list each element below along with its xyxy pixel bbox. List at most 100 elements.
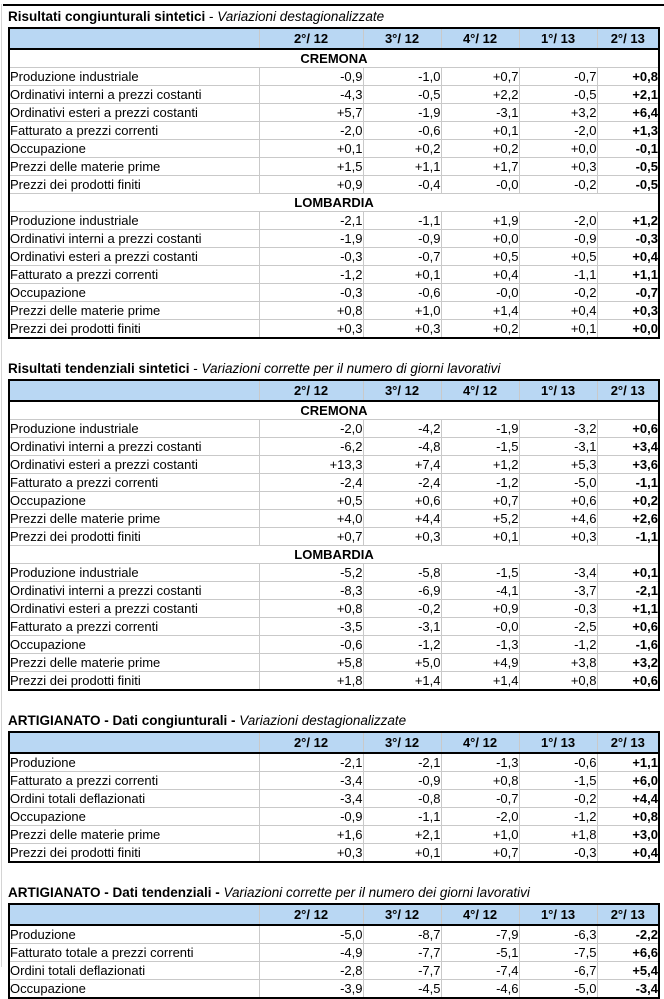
metric-value-cell: -3,5 — [258, 617, 364, 636]
metric-value-cell: +0,5 — [258, 491, 364, 510]
metric-value-cell: -0,0 — [440, 175, 520, 194]
metric-value-cell: -3,1 — [440, 103, 520, 122]
table-row: Produzione industriale -5,2 -5,8 -1,5 -3,4 +0… — [8, 563, 660, 582]
metric-value-cell: +5,2 — [440, 509, 520, 528]
metric-label-cell: Prezzi delle materie prime — [8, 825, 260, 844]
table-title-subtitle: Variazioni corrette per il numero dei gi… — [223, 885, 530, 900]
metric-value-cell: +0,3 — [596, 301, 660, 320]
metric-label-cell: Prezzi dei prodotti finiti — [8, 671, 260, 691]
metric-label-cell: Prezzi dei prodotti finiti — [8, 175, 260, 194]
metric-value-cell: +2,1 — [362, 825, 442, 844]
metric-value-cell: +0,6 — [596, 419, 660, 438]
metric-value-cell: -1,1 — [518, 265, 598, 284]
section-row: CREMONA — [8, 48, 660, 68]
metric-label-cell: Prezzi dei prodotti finiti — [8, 843, 260, 863]
metric-value-cell: -1,9 — [440, 419, 520, 438]
metric-value-cell: +4,4 — [362, 509, 442, 528]
metric-value-cell: +2,1 — [596, 85, 660, 104]
metric-value-cell: +0,1 — [518, 319, 598, 339]
table-row: Prezzi delle materie prime +5,8 +5,0 +4,9 +3… — [8, 653, 660, 672]
table-row: Produzione industriale -0,9 -1,0 +0,7 -0,7 +0… — [8, 67, 660, 86]
metric-value-cell: -2,5 — [518, 617, 598, 636]
row-label-header-cell — [8, 903, 260, 926]
data-table: 2°/ 12 3°/ 12 4°/ 12 1°/ 13 2°/ 13 CREMONA Pro… — [8, 379, 660, 691]
table-row: Occupazione -0,9 -1,1 -2,0 -1,2 +0,8 — [8, 807, 660, 826]
metric-value-cell: -1,2 — [518, 635, 598, 654]
table-block-3: ARTIGIANATO - Dati congiunturali - Varia… — [8, 713, 664, 863]
metric-value-cell: -0,7 — [362, 247, 442, 266]
metric-label-cell: Ordini totali deflazionati — [8, 961, 260, 980]
tables-container: Risultati congiunturali sintetici - Vari… — [8, 9, 664, 999]
metric-value-cell: +0,9 — [258, 175, 364, 194]
metric-value-cell: -6,7 — [518, 961, 598, 980]
metric-label-cell: Fatturato a prezzi correnti — [8, 617, 260, 636]
metric-value-cell: -1,1 — [362, 807, 442, 826]
metric-value-cell: +0,1 — [440, 527, 520, 546]
metric-value-cell: -6,9 — [362, 581, 442, 600]
metric-value-cell: +0,7 — [440, 67, 520, 86]
table-row: Ordinativi esteri a prezzi costanti +0,8-… — [8, 599, 660, 618]
metric-value-cell: +4,0 — [258, 509, 364, 528]
metric-label-cell: Fatturato a prezzi correnti — [8, 121, 260, 140]
metric-value-cell: +1,1 — [596, 265, 660, 284]
section-header-cell: CREMONA — [8, 48, 660, 68]
metric-value-cell: -0,3 — [258, 283, 364, 302]
table-row: Ordini totali deflazionati -3,4 -0,8 -0,7 -0… — [8, 789, 660, 808]
metric-label-cell: Produzione — [8, 924, 260, 944]
column-header-cell: 1°/ 13 — [518, 903, 598, 926]
table-block-4: ARTIGIANATO - Dati tendenziali - Variazi… — [8, 885, 664, 999]
row-label-header-cell — [8, 731, 260, 754]
metric-value-cell: -2,2 — [596, 924, 660, 944]
metric-value-cell: -0,8 — [362, 789, 442, 808]
metric-value-cell: -3,1 — [362, 617, 442, 636]
metric-value-cell: +0,4 — [440, 265, 520, 284]
column-header-cell: 4°/ 12 — [440, 903, 520, 926]
table-row: Produzione industriale -2,1 -1,1 +1,9 -2,0 +1… — [8, 211, 660, 230]
metric-label-cell: Produzione — [8, 752, 260, 772]
table-row: Fatturato totale a prezzi correnti -4,9 -7… — [8, 943, 660, 962]
table-title: ARTIGIANATO - Dati congiunturali - Varia… — [8, 713, 664, 728]
metric-value-cell: -1,5 — [440, 563, 520, 582]
table-row: Occupazione +0,5 +0,6 +0,7 +0,6 +0,2 — [8, 491, 660, 510]
column-header-cell: 2°/ 12 — [258, 27, 364, 50]
data-table: 2°/ 12 3°/ 12 4°/ 12 1°/ 13 2°/ 13 CREMONA Pro… — [8, 27, 660, 339]
metric-value-cell: +0,7 — [440, 843, 520, 863]
metric-value-cell: +0,6 — [596, 617, 660, 636]
metric-value-cell: +0,3 — [258, 319, 364, 339]
table-row: Produzione -5,0 -8,7 -7,9 -6,3 -2,2 — [8, 924, 660, 944]
metric-value-cell: -3,9 — [258, 979, 364, 999]
metric-value-cell: -2,1 — [258, 752, 364, 772]
header-row: 2°/ 12 3°/ 12 4°/ 12 1°/ 13 2°/ 13 — [8, 731, 660, 754]
metric-value-cell: -7,7 — [362, 961, 442, 980]
metric-value-cell: -0,3 — [518, 843, 598, 863]
metric-value-cell: -1,5 — [440, 437, 520, 456]
metric-value-cell: -1,2 — [258, 265, 364, 284]
metric-value-cell: -4,6 — [440, 979, 520, 999]
table-row: Ordinativi interni a prezzi costanti -1,9… — [8, 229, 660, 248]
table-row: Fatturato a prezzi correnti -2,4 -2,4 -1,2-… — [8, 473, 660, 492]
metric-label-cell: Ordinativi interni a prezzi costanti — [8, 437, 260, 456]
table-row: Prezzi dei prodotti finiti +1,8 +1,4 +1,4 +0… — [8, 671, 660, 691]
table-title-separator: - — [189, 361, 202, 376]
table-row: Prezzi dei prodotti finiti +0,9 -0,4 -0,0 -0… — [8, 175, 660, 194]
metric-value-cell: +0,1 — [596, 563, 660, 582]
metric-value-cell: -0,9 — [258, 67, 364, 86]
metric-value-cell: -2,0 — [258, 121, 364, 140]
metric-label-cell: Fatturato a prezzi correnti — [8, 265, 260, 284]
table-title-subtitle: Variazioni destagionalizzate — [217, 9, 385, 24]
metric-value-cell: -0,9 — [518, 229, 598, 248]
column-header-cell: 4°/ 12 — [440, 379, 520, 402]
metric-label-cell: Prezzi delle materie prime — [8, 653, 260, 672]
metric-value-cell: -4,3 — [258, 85, 364, 104]
metric-value-cell: +1,3 — [596, 121, 660, 140]
metric-value-cell: +7,4 — [362, 455, 442, 474]
table-row: Produzione -2,1 -2,1 -1,3 -0,6 +1,1 — [8, 752, 660, 772]
metric-value-cell: -0,5 — [596, 175, 660, 194]
metric-value-cell: -0,3 — [258, 247, 364, 266]
metric-value-cell: -2,1 — [258, 211, 364, 230]
metric-value-cell: -8,7 — [362, 924, 442, 944]
metric-value-cell: +1,6 — [258, 825, 364, 844]
metric-value-cell: -2,0 — [518, 121, 598, 140]
section-header-cell: CREMONA — [8, 400, 660, 420]
table-row: Prezzi dei prodotti finiti +0,3 +0,3 +0,2 +0… — [8, 319, 660, 339]
